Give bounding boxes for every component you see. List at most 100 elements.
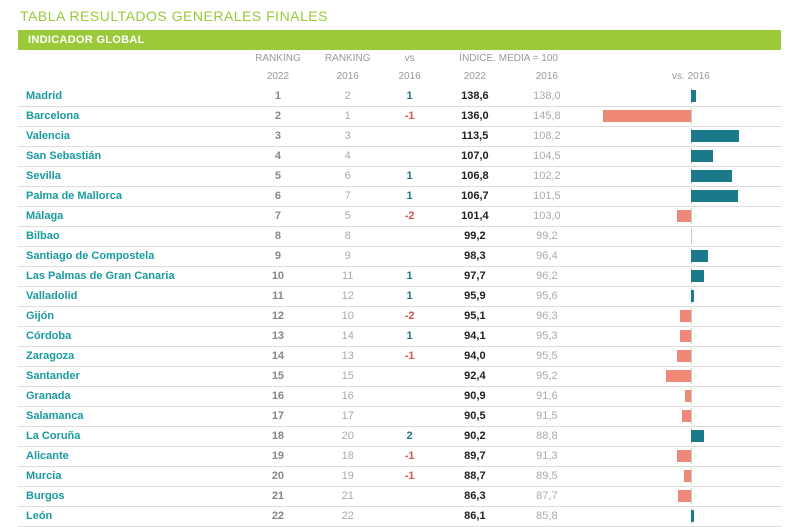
delta-bar xyxy=(603,110,691,122)
index-2022: 107,0 xyxy=(437,146,514,166)
index-2022: 136,0 xyxy=(437,106,514,126)
vs-2016 xyxy=(383,506,437,526)
city-name[interactable]: Salamanca xyxy=(18,406,243,426)
city-name[interactable]: Málaga xyxy=(18,206,243,226)
rank-2016: 14 xyxy=(313,326,383,346)
index-2022: 97,7 xyxy=(437,266,514,286)
vs-2016: -1 xyxy=(383,466,437,486)
col-ranking-2016-b: 2016 xyxy=(313,68,383,86)
rank-2022: 2 xyxy=(243,106,313,126)
city-name[interactable]: Santander xyxy=(18,366,243,386)
index-2016: 145,8 xyxy=(513,106,581,126)
city-name[interactable]: Burgos xyxy=(18,486,243,506)
rank-2016: 6 xyxy=(313,166,383,186)
delta-bar xyxy=(677,350,691,362)
delta-bar-cell xyxy=(601,246,781,266)
index-2016: 96,4 xyxy=(513,246,581,266)
rank-2022: 15 xyxy=(243,366,313,386)
rank-2022: 10 xyxy=(243,266,313,286)
city-name[interactable]: Bilbao xyxy=(18,226,243,246)
city-name[interactable]: Las Palmas de Gran Canaria xyxy=(18,266,243,286)
index-2022: 101,4 xyxy=(437,206,514,226)
rank-2022: 17 xyxy=(243,406,313,426)
vs-2016: 1 xyxy=(383,326,437,346)
city-name[interactable]: Zaragoza xyxy=(18,346,243,366)
delta-bar xyxy=(691,150,714,162)
delta-bar-cell xyxy=(601,286,781,306)
index-2016: 104,5 xyxy=(513,146,581,166)
delta-bar xyxy=(691,90,696,102)
rank-2022: 3 xyxy=(243,126,313,146)
index-2016: 95,6 xyxy=(513,286,581,306)
rank-2016: 10 xyxy=(313,306,383,326)
rank-2016: 18 xyxy=(313,446,383,466)
city-name[interactable]: Barcelona xyxy=(18,106,243,126)
delta-bar xyxy=(691,190,738,202)
vs-2016: -1 xyxy=(383,106,437,126)
vs-2016 xyxy=(383,406,437,426)
rank-2016: 21 xyxy=(313,486,383,506)
rank-2022: 20 xyxy=(243,466,313,486)
delta-bar xyxy=(691,270,705,282)
index-2016: 96,2 xyxy=(513,266,581,286)
city-name[interactable]: Gijón xyxy=(18,306,243,326)
vs-2016 xyxy=(383,226,437,246)
city-name[interactable]: La Coruña xyxy=(18,426,243,446)
col-bar-header: vs. 2016 xyxy=(601,50,781,86)
city-name[interactable]: Madrid xyxy=(18,86,243,106)
table-row: León222286,185,8 xyxy=(18,506,781,526)
vs-2016 xyxy=(383,126,437,146)
vs-2016 xyxy=(383,386,437,406)
city-name[interactable]: Sevilla xyxy=(18,166,243,186)
city-name[interactable]: Valladolid xyxy=(18,286,243,306)
section-header: INDICADOR GLOBAL xyxy=(18,30,781,50)
index-2022: 94,1 xyxy=(437,326,514,346)
delta-bar-cell xyxy=(601,186,781,206)
city-name[interactable]: San Sebastián xyxy=(18,146,243,166)
vs-2016: -1 xyxy=(383,446,437,466)
delta-bar-cell xyxy=(601,146,781,166)
col-vs-b: 2016 xyxy=(383,68,437,86)
index-2022: 89,7 xyxy=(437,446,514,466)
rank-2016: 12 xyxy=(313,286,383,306)
delta-bar xyxy=(685,390,691,402)
index-2016: 85,8 xyxy=(513,506,581,526)
delta-bar xyxy=(691,510,694,522)
table-row: Santiago de Compostela9998,396,4 xyxy=(18,246,781,266)
city-name[interactable]: Santiago de Compostela xyxy=(18,246,243,266)
vs-2016: 1 xyxy=(383,266,437,286)
rank-2016: 16 xyxy=(313,386,383,406)
index-2022: 95,1 xyxy=(437,306,514,326)
city-name[interactable]: Valencia xyxy=(18,126,243,146)
index-2016: 95,3 xyxy=(513,326,581,346)
index-2022: 106,7 xyxy=(437,186,514,206)
delta-bar xyxy=(678,490,691,502)
delta-bar-cell xyxy=(601,206,781,226)
col-ranking-2022-b: 2022 xyxy=(243,68,313,86)
vs-2016: 1 xyxy=(383,86,437,106)
city-name[interactable]: León xyxy=(18,506,243,526)
index-2016: 108,2 xyxy=(513,126,581,146)
delta-bar xyxy=(680,310,691,322)
index-2016: 91,5 xyxy=(513,406,581,426)
delta-bar xyxy=(691,290,694,302)
vs-2016 xyxy=(383,486,437,506)
index-2022: 106,8 xyxy=(437,166,514,186)
index-2016: 101,5 xyxy=(513,186,581,206)
city-name[interactable]: Palma de Mallorca xyxy=(18,186,243,206)
delta-bar-cell xyxy=(601,346,781,366)
city-name[interactable]: Granada xyxy=(18,386,243,406)
index-2022: 90,5 xyxy=(437,406,514,426)
table-row: Zaragoza1413-194,095,5 xyxy=(18,346,781,366)
table-row: Gijón1210-295,196,3 xyxy=(18,306,781,326)
city-name[interactable]: Córdoba xyxy=(18,326,243,346)
table-row: Barcelona21-1136,0145,8 xyxy=(18,106,781,126)
delta-bar-cell xyxy=(601,466,781,486)
table-row: Santander151592,495,2 xyxy=(18,366,781,386)
col-ranking-2022-a: RANKING xyxy=(243,50,313,68)
vs-2016: 1 xyxy=(383,186,437,206)
delta-bar xyxy=(677,210,691,222)
city-name[interactable]: Alicante xyxy=(18,446,243,466)
city-name[interactable]: Murcia xyxy=(18,466,243,486)
index-2016: 103,0 xyxy=(513,206,581,226)
